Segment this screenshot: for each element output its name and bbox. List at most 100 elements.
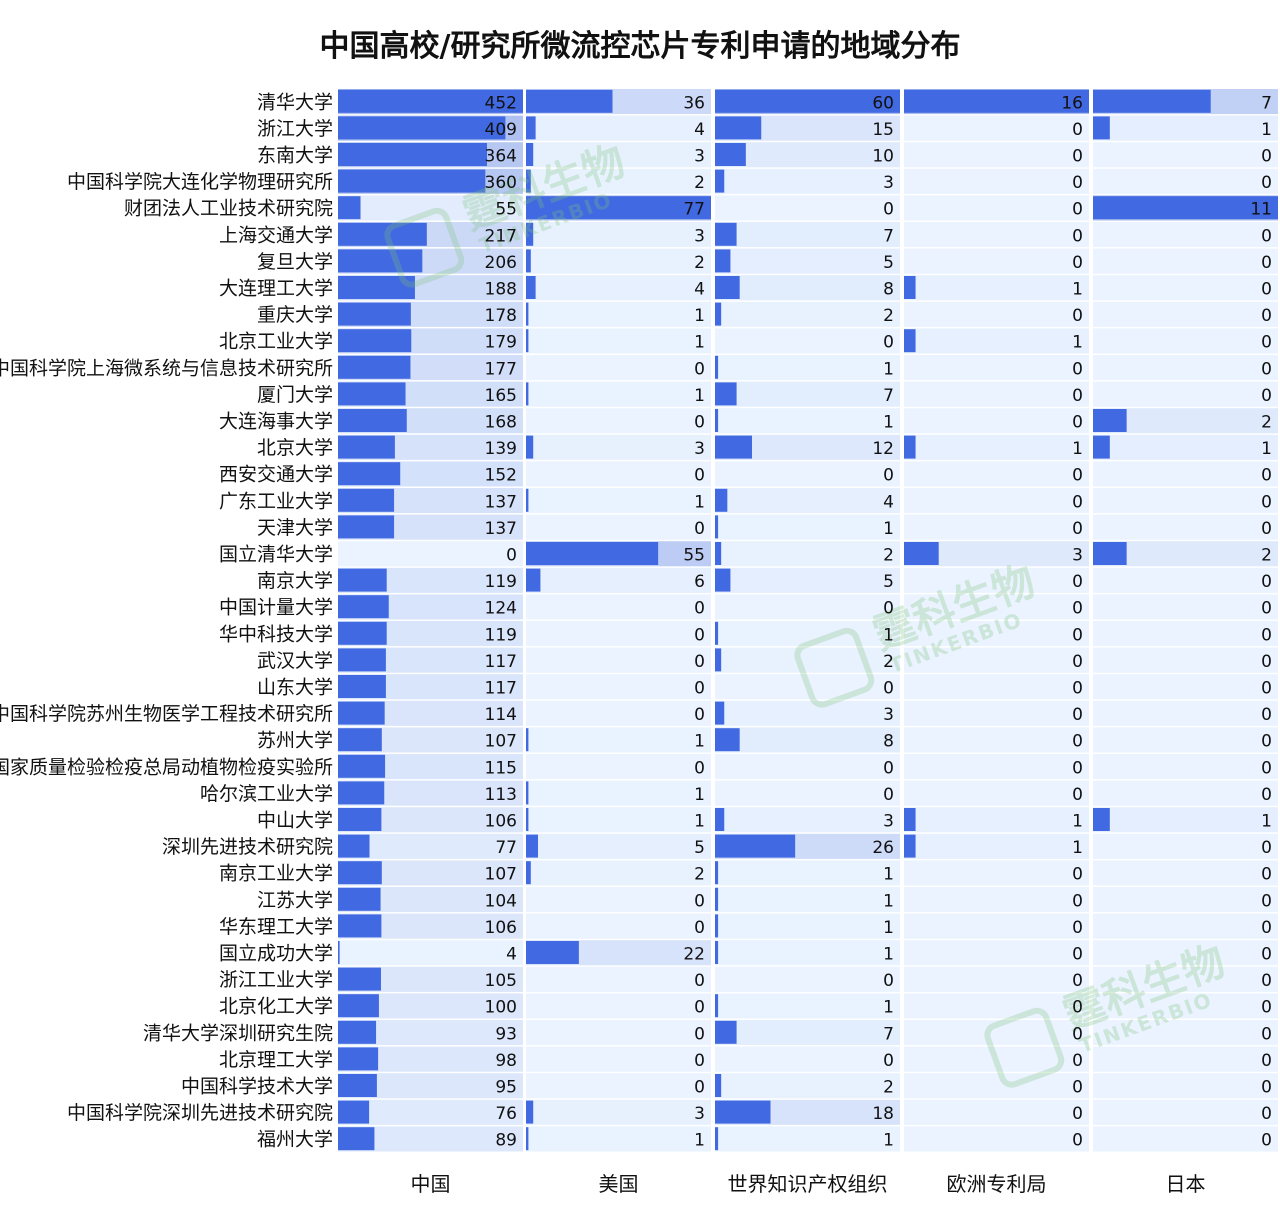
cell-background xyxy=(526,966,711,992)
value-label: 5 xyxy=(694,838,705,858)
value-label: 0 xyxy=(1261,333,1272,353)
row-label: 中国科学院苏州生物医学工程技术研究所 xyxy=(0,703,333,725)
data-bar xyxy=(338,276,415,299)
row-label: 中国科学院上海微系统与信息技术研究所 xyxy=(0,357,333,379)
cell-background xyxy=(715,647,900,673)
cell-background xyxy=(715,195,900,221)
value-label: 3 xyxy=(694,1104,705,1124)
row-label: 重庆大学 xyxy=(257,304,333,326)
cell-background xyxy=(1093,754,1278,780)
cell-background xyxy=(715,700,900,726)
cell-background xyxy=(1093,780,1278,806)
value-label: 0 xyxy=(883,200,894,220)
value-label: 0 xyxy=(1261,466,1272,486)
cell-background xyxy=(904,727,1089,753)
value-label: 0 xyxy=(694,519,705,539)
value-label: 0 xyxy=(1261,226,1272,246)
value-label: 55 xyxy=(683,546,705,566)
value-label: 0 xyxy=(694,466,705,486)
cell-background xyxy=(1093,913,1278,939)
data-bar xyxy=(338,169,486,193)
value-label: 206 xyxy=(485,253,517,273)
cell-background xyxy=(1093,940,1278,966)
value-label: 2 xyxy=(694,865,705,885)
value-label: 2 xyxy=(883,546,894,566)
value-label: 0 xyxy=(883,333,894,353)
value-label: 3 xyxy=(883,173,894,193)
value-label: 7 xyxy=(883,386,894,406)
value-label: 0 xyxy=(1261,971,1272,991)
cell-background xyxy=(715,780,900,806)
value-label: 0 xyxy=(1261,1024,1272,1044)
cell-background xyxy=(904,621,1089,647)
cell-background xyxy=(1093,115,1278,141)
cell-background xyxy=(526,1046,711,1072)
value-label: 3 xyxy=(1072,546,1083,566)
cell-background xyxy=(904,514,1089,540)
row-label: 清华大学深圳研究生院 xyxy=(143,1022,333,1044)
cell-background xyxy=(715,1126,900,1152)
cell-background xyxy=(1093,647,1278,673)
data-bar xyxy=(338,222,427,246)
data-bar xyxy=(715,1074,722,1097)
data-bar xyxy=(526,941,579,964)
cell-background xyxy=(715,488,900,514)
row-label: 武汉大学 xyxy=(257,650,333,672)
data-bar xyxy=(338,1074,377,1097)
data-bar xyxy=(1093,89,1211,113)
value-label: 106 xyxy=(485,812,517,832)
row-label: 江苏大学 xyxy=(257,889,333,911)
cell-background xyxy=(1093,993,1278,1019)
cell-background xyxy=(904,1046,1089,1072)
cell-background xyxy=(904,966,1089,992)
data-bar xyxy=(526,808,529,831)
cell-background xyxy=(526,700,711,726)
data-bar xyxy=(338,329,412,353)
value-label: 137 xyxy=(485,492,517,512)
value-label: 16 xyxy=(1061,93,1083,113)
value-label: 0 xyxy=(694,918,705,938)
value-label: 0 xyxy=(694,652,705,672)
data-bar xyxy=(338,515,395,539)
data-bar xyxy=(526,169,531,193)
data-bar xyxy=(338,648,386,672)
value-label: 0 xyxy=(1072,918,1083,938)
value-label: 1 xyxy=(1072,333,1083,353)
value-label: 217 xyxy=(485,226,517,246)
cell-background xyxy=(1093,355,1278,381)
value-label: 1 xyxy=(694,306,705,326)
value-label: 95 xyxy=(495,1078,517,1098)
data-bar xyxy=(904,329,916,353)
cell-background xyxy=(715,222,900,248)
value-label: 1 xyxy=(883,413,894,433)
row-label: 北京大学 xyxy=(257,437,333,459)
value-label: 0 xyxy=(1072,1024,1083,1044)
value-label: 107 xyxy=(485,865,517,885)
data-bar xyxy=(526,834,539,858)
value-label: 0 xyxy=(1072,466,1083,486)
cell-background xyxy=(904,408,1089,434)
cell-background xyxy=(526,222,711,248)
cell-background xyxy=(1093,727,1278,753)
data-bar xyxy=(715,302,722,326)
value-label: 3 xyxy=(694,439,705,459)
row-label: 厦门大学 xyxy=(257,384,333,406)
cell-background xyxy=(904,567,1089,593)
value-label: 0 xyxy=(694,359,705,379)
value-label: 0 xyxy=(883,466,894,486)
value-label: 0 xyxy=(1072,865,1083,885)
value-label: 0 xyxy=(1072,306,1083,326)
value-label: 10 xyxy=(872,147,894,167)
value-label: 1 xyxy=(1261,439,1272,459)
cell-background xyxy=(715,940,900,966)
data-bar xyxy=(526,488,529,512)
cell-background xyxy=(715,674,900,700)
value-label: 117 xyxy=(485,652,517,672)
data-bar xyxy=(526,861,531,885)
value-label: 0 xyxy=(1261,891,1272,911)
cell-background xyxy=(715,754,900,780)
value-label: 139 xyxy=(485,439,517,459)
data-bar xyxy=(338,675,386,698)
cell-background xyxy=(715,993,900,1019)
